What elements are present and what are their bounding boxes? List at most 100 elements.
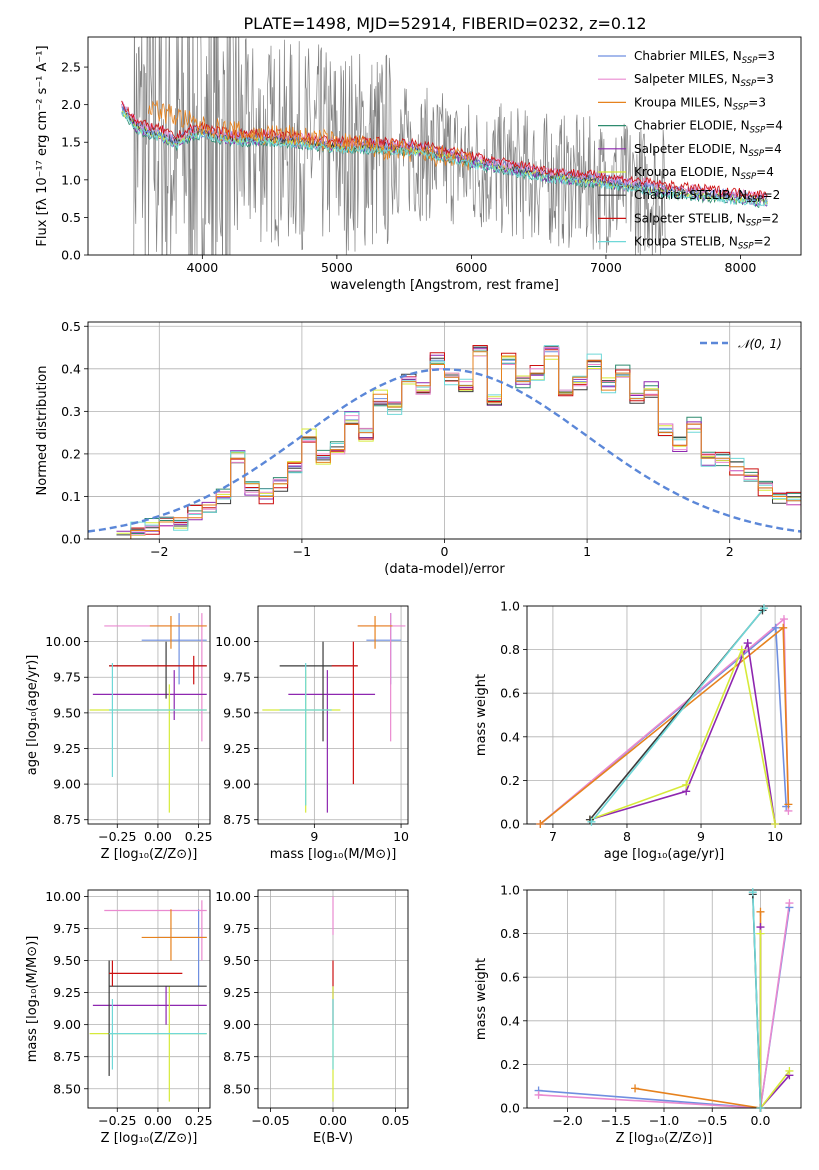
y-tick-label: 8.75 <box>223 812 251 827</box>
y-tick-label: 0.2 <box>500 773 520 788</box>
y-tick-label: 0.3 <box>61 404 81 419</box>
legend-name: Chabrier MILES, N <box>634 49 742 63</box>
weight-marker <box>771 623 780 632</box>
legend-name: Salpeter MILES, N <box>634 72 741 86</box>
x-axis-label: wavelength [Angstrom, rest frame] <box>330 278 559 293</box>
histogram-3 <box>116 347 801 539</box>
legend-nssp: =3 <box>756 72 774 86</box>
weight-marker <box>756 929 765 938</box>
x-tick-label: 7 <box>549 829 557 844</box>
axes-frame <box>87 605 211 825</box>
weight-line-8 <box>752 892 762 1108</box>
x-tick-label: 8000 <box>725 260 757 275</box>
legend-label: Chabrier STELIB, NSSP=2 <box>634 188 780 205</box>
axes-mass-vs-ebv: −0.05 0.00 0.05 8.50 8.75 9.00 9.25 9.50 9.75 10.… <box>215 889 409 1146</box>
axes-frame <box>87 889 211 1109</box>
x-tick-label: −2 <box>150 544 168 559</box>
weight-marker <box>737 645 746 654</box>
y-tick-label: 9.25 <box>53 985 81 1000</box>
weight-marker <box>779 623 788 632</box>
weight-marker <box>748 888 757 897</box>
y-tick-label: 9.75 <box>53 670 81 685</box>
y-tick-label: 2.5 <box>61 60 81 75</box>
legend-name: Chabrier ELODIE, N <box>634 119 750 133</box>
legend-label: Salpeter STELIB, NSSP=2 <box>634 211 779 228</box>
x-axis-label: Z [log₁₀(Z/Z⊙)] <box>101 847 198 862</box>
y-tick-label: 8.50 <box>223 1081 251 1096</box>
model-spectrum-5 <box>121 109 768 206</box>
weight-marker <box>756 907 765 916</box>
y-axis-label: Flux [fλ 10⁻¹⁷ erg cm⁻² s⁻¹ A⁻¹] <box>35 45 50 246</box>
x-tick-label: 8 <box>623 829 631 844</box>
x-tick-label: 0.00 <box>319 1113 347 1128</box>
x-axis-label: Z [log₁₀(Z/Z⊙)] <box>101 1131 198 1146</box>
y-tick-label: 0.0 <box>500 1101 520 1116</box>
x-tick-label: 10 <box>767 829 783 844</box>
y-tick-label: 0.5 <box>61 210 81 225</box>
histogram-1 <box>116 347 801 539</box>
legend-nssp: =4 <box>765 119 783 133</box>
x-tick-label: −1.0 <box>649 1113 679 1128</box>
x-tick-label: 5000 <box>321 260 353 275</box>
plot-area <box>121 37 768 255</box>
x-tick-label: 0.00 <box>144 1113 172 1128</box>
x-tick-label: 0.00 <box>144 829 172 844</box>
y-tick-label: 0.4 <box>61 361 81 376</box>
y-tick-label: 10.00 <box>215 634 251 649</box>
histogram-5 <box>116 355 801 536</box>
axes-frame <box>526 889 802 1109</box>
legend-label: Chabrier MILES, NSSP=3 <box>634 49 775 66</box>
x-tick-label: −1 <box>293 544 311 559</box>
legend-label: Kroupa ELODIE, NSSP=4 <box>634 165 774 182</box>
legend-subscript: SSP <box>733 102 749 112</box>
weight-line-2 <box>539 626 790 824</box>
legend-nssp: =4 <box>764 142 782 156</box>
legend-subscript: SSP <box>741 172 757 182</box>
axes-residuals: −2 −1 0 1 2 0.0 0.1 0.2 0.3 0.4 0.5 (data-model)/er… <box>35 319 802 577</box>
x-tick-label: 0.25 <box>185 1113 213 1128</box>
histogram-2 <box>116 351 801 539</box>
y-tick-label: 0.0 <box>500 817 520 832</box>
legend-name: Salpeter STELIB, N <box>634 211 746 225</box>
weight-marker <box>631 1084 640 1093</box>
weight-line-2 <box>634 911 762 1108</box>
weight-marker <box>536 820 545 828</box>
x-tick-label: 7000 <box>590 260 622 275</box>
axes-frame <box>526 605 802 825</box>
y-tick-label: 8.50 <box>53 1081 81 1096</box>
x-tick-label: −2.0 <box>552 1113 582 1128</box>
legend-name: Kroupa ELODIE, N <box>634 165 741 179</box>
x-tick-label: 2 <box>726 544 734 559</box>
y-tick-label: 9.00 <box>53 1017 81 1032</box>
legend-label: Chabrier ELODIE, NSSP=4 <box>634 119 783 136</box>
legend-label: Kroupa MILES, NSSP=3 <box>634 95 766 112</box>
y-tick-label: 10.00 <box>45 889 81 904</box>
weight-line-4 <box>589 640 776 824</box>
y-tick-label: 0.0 <box>61 248 81 263</box>
weight-marker <box>779 615 788 624</box>
legend-nssp: =2 <box>761 211 779 225</box>
y-tick-label: 0.4 <box>500 1013 520 1028</box>
axes-frame <box>257 889 409 1109</box>
y-tick-label: 9.00 <box>223 1017 251 1032</box>
axes-age-vs-z: −0.25 0.00 0.25 8.75 9.00 9.25 9.50 9.75 10.00 Z … <box>25 605 213 862</box>
legend-subscript: SSP <box>750 126 766 136</box>
y-tick-label: 9.50 <box>53 953 81 968</box>
legend-nssp: =2 <box>754 235 772 249</box>
y-axis-label: age [log₁₀(age/yr)] <box>25 655 40 776</box>
axes-massweight-vs-age: 7 8 9 10 0.0 0.2 0.4 0.6 0.8 1.0 age [log₁₀(age/yr… <box>474 599 802 862</box>
axes-frame <box>257 605 409 825</box>
legend-subscript: SSP <box>738 242 754 252</box>
weight-marker <box>759 604 768 613</box>
y-tick-label: 1.5 <box>61 135 81 150</box>
legend-subscript: SSP <box>746 218 762 228</box>
histogram-7 <box>116 345 801 539</box>
y-tick-label: 0.1 <box>61 489 81 504</box>
y-tick-label: 9.50 <box>223 953 251 968</box>
y-tick-label: 0.2 <box>500 1057 520 1072</box>
x-tick-label: −0.25 <box>98 1113 136 1128</box>
plot-area <box>89 613 207 813</box>
y-tick-label: 0.8 <box>500 642 520 657</box>
